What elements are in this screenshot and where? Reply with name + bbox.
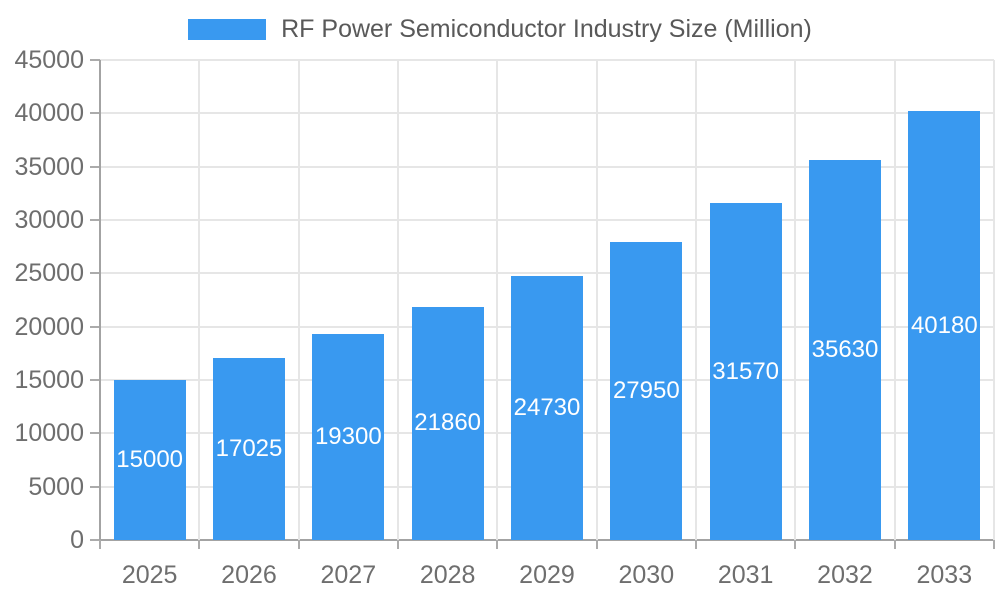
x-tick <box>893 540 896 549</box>
bar[interactable]: 27950 <box>610 241 683 540</box>
y-tick <box>90 272 100 275</box>
bar-value-label: 40180 <box>910 311 978 339</box>
y-axis-label: 5000 <box>28 472 84 501</box>
legend-swatch <box>188 19 267 40</box>
x-tick <box>99 540 101 549</box>
bar[interactable]: 31570 <box>709 203 782 540</box>
x-tick <box>496 540 499 549</box>
v-gridline <box>893 60 896 540</box>
x-tick <box>297 540 300 549</box>
y-tick <box>90 539 100 541</box>
h-gridline <box>100 272 994 275</box>
y-tick <box>90 432 100 435</box>
bar-value-label: 27950 <box>612 376 680 404</box>
x-axis-label: 2030 <box>618 561 675 589</box>
y-axis-label: 45000 <box>14 46 84 74</box>
bar-value-label: 17025 <box>215 435 283 463</box>
legend-label: RF Power Semiconductor Industry Size (Mi… <box>281 15 812 43</box>
y-axis-label: 0 <box>70 526 84 554</box>
y-tick <box>90 165 100 168</box>
bar[interactable]: 35630 <box>809 159 881 540</box>
v-gridline <box>397 60 399 540</box>
x-axis-label: 2033 <box>916 561 973 589</box>
x-tick <box>595 540 598 549</box>
y-tick <box>90 485 100 488</box>
bar[interactable]: 40180 <box>908 111 981 540</box>
bar-value-label: 35630 <box>811 335 879 363</box>
bar-value-label: 15000 <box>116 446 184 473</box>
bar[interactable]: 17025 <box>213 358 285 540</box>
x-axis-label: 2027 <box>320 561 377 589</box>
x-tick <box>794 540 797 549</box>
x-axis-label: 2028 <box>419 561 476 589</box>
x-axis-label: 2025 <box>121 561 178 589</box>
v-gridline <box>595 60 598 540</box>
y-axis-label: 20000 <box>14 312 84 341</box>
y-axis-label: 35000 <box>14 152 84 181</box>
v-gridline <box>993 60 995 540</box>
bar-value-label: 19300 <box>314 423 382 451</box>
bar-value-label: 24730 <box>513 394 581 422</box>
bar[interactable]: 19300 <box>312 334 385 540</box>
bar-value-label: 31570 <box>712 357 780 385</box>
x-tick <box>695 540 697 549</box>
v-gridline <box>695 60 697 540</box>
legend[interactable]: RF Power Semiconductor Industry Size (Mi… <box>0 16 1000 43</box>
v-gridline <box>297 60 300 540</box>
y-tick <box>90 379 100 381</box>
y-axis-label: 40000 <box>14 99 84 128</box>
y-axis-label: 30000 <box>14 206 84 234</box>
h-gridline <box>100 59 994 61</box>
y-tick <box>90 112 100 115</box>
v-gridline <box>198 60 201 540</box>
bar[interactable]: 24730 <box>511 276 583 540</box>
bar[interactable]: 21860 <box>411 306 484 540</box>
v-gridline <box>794 60 797 540</box>
h-gridline <box>100 219 994 221</box>
x-axis-line <box>100 539 994 541</box>
y-axis-label: 25000 <box>14 259 84 288</box>
x-axis-label: 2031 <box>717 561 774 589</box>
bar-value-label: 21860 <box>414 409 482 437</box>
x-tick <box>397 540 399 549</box>
v-gridline <box>496 60 499 540</box>
bar[interactable]: 15000 <box>113 380 186 540</box>
x-axis-label: 2032 <box>817 561 873 589</box>
y-tick <box>90 325 100 328</box>
h-gridline <box>100 165 994 168</box>
y-tick <box>90 59 100 61</box>
y-axis-label: 15000 <box>14 366 84 394</box>
x-tick <box>198 540 201 549</box>
y-axis-label: 10000 <box>14 419 84 448</box>
x-tick <box>993 540 995 549</box>
x-axis-label: 2029 <box>519 561 575 589</box>
y-axis-line <box>99 60 101 540</box>
y-tick <box>90 219 100 221</box>
x-axis-label: 2026 <box>221 561 277 589</box>
h-gridline <box>100 112 994 115</box>
